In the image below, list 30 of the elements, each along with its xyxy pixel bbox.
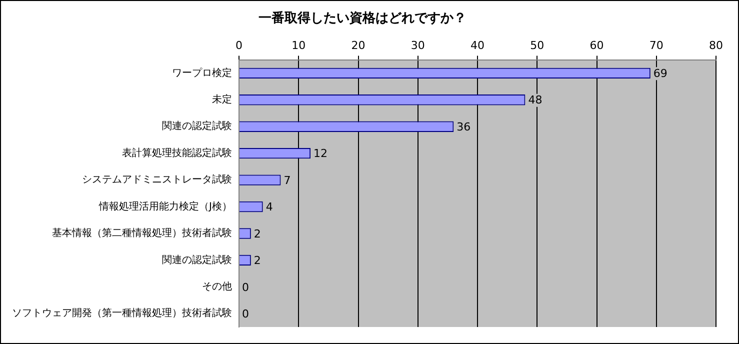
x-tick-label: 80 xyxy=(709,39,723,52)
x-tick-label: 30 xyxy=(410,39,425,52)
y-tick-label: 基本情報（第二種情報処理）技術者試験 xyxy=(52,227,232,240)
x-tick-label: 60 xyxy=(590,39,604,52)
x-tick-label: 0 xyxy=(236,39,242,52)
y-tick-label: 関連の認定試験 xyxy=(162,120,232,132)
data-label: 12 xyxy=(314,147,328,160)
data-label: 36 xyxy=(456,120,471,134)
data-label: 0 xyxy=(242,308,249,320)
x-tick-label: 20 xyxy=(351,39,366,52)
x-tick-label: 70 xyxy=(649,39,664,52)
y-tick-label: その他 xyxy=(202,280,232,293)
data-label: 4 xyxy=(266,200,273,214)
x-tick-label: 50 xyxy=(530,39,544,52)
x-tick-label: 40 xyxy=(470,39,484,52)
data-label: 48 xyxy=(528,94,542,107)
data-label: 69 xyxy=(653,67,668,80)
y-tick-label: システムアドミニストレータ試験 xyxy=(82,174,232,186)
data-label: 2 xyxy=(254,227,261,240)
y-tick-label: 表計算処理技能認定試験 xyxy=(122,146,232,159)
chart-title: 一番取得したい資格はどれですか？ xyxy=(258,10,466,26)
y-tick-label: 関連の認定試験 xyxy=(162,254,232,266)
x-tick-label: 10 xyxy=(292,39,306,52)
y-tick-label: ソフトウェア開発（第一種情報処理）技術者試験 xyxy=(12,307,232,320)
data-label: 2 xyxy=(254,254,261,268)
y-tick-label: 情報処理活用能力検定（J検） xyxy=(98,200,232,212)
data-label: 7 xyxy=(284,174,291,187)
data-label: 0 xyxy=(242,280,249,294)
y-tick-label: ワープロ検定 xyxy=(172,66,232,79)
y-tick-label: 未定 xyxy=(212,93,232,106)
